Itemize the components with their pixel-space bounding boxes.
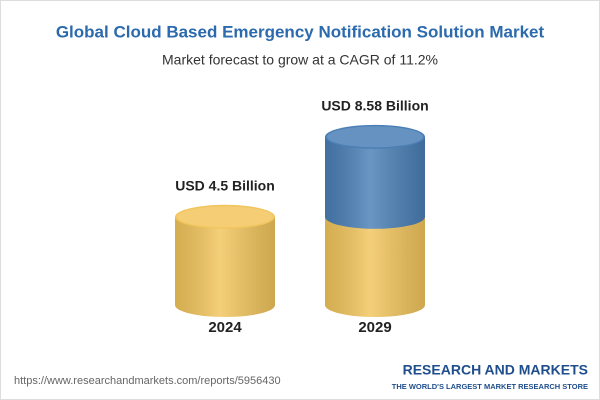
value-label: USD 4.5 Billion — [175, 178, 275, 194]
x-tick-label: 2029 — [358, 319, 391, 336]
cylinder-shade — [325, 136, 425, 229]
tagline: THE WORLD'S LARGEST MARKET RESEARCH STOR… — [392, 382, 588, 391]
cylinder-top-highlight — [177, 206, 273, 228]
cylinder-shade — [325, 216, 425, 317]
cylinder-top — [175, 204, 275, 229]
chart-subtitle: Market forecast to grow at a CAGR of 11.… — [162, 52, 438, 68]
brand: RESEARCH AND MARKETS — [403, 362, 588, 378]
cylinder — [175, 204, 275, 317]
cylinder — [325, 124, 425, 317]
cylinder-shade — [175, 216, 275, 317]
cylinder-top — [325, 124, 425, 149]
value-label: USD 8.58 Billion — [321, 98, 428, 114]
cylinder-top-highlight — [327, 126, 423, 148]
chart-title: Global Cloud Based Emergency Notificatio… — [56, 22, 545, 41]
source-url: https://www.researchandmarkets.com/repor… — [14, 375, 281, 387]
x-tick-label: 2024 — [208, 319, 242, 336]
